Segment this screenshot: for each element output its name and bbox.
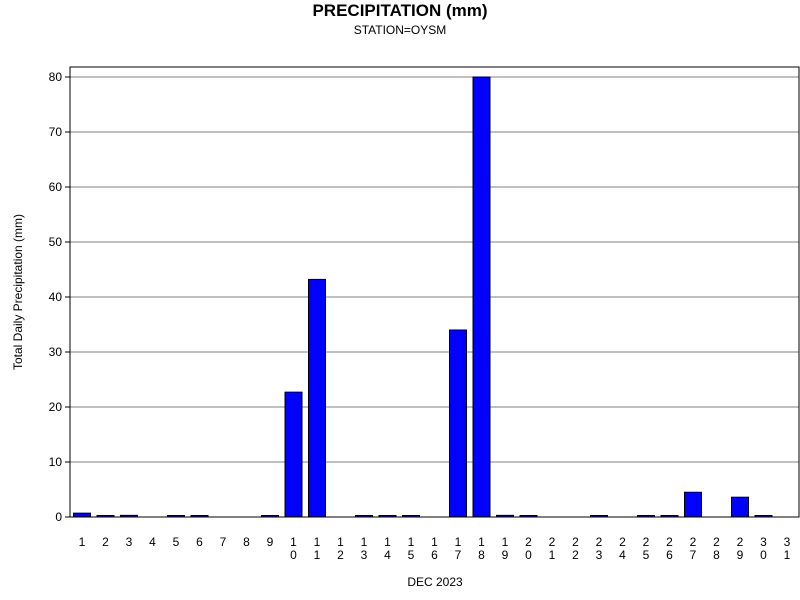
x-tick-label: 0 xyxy=(525,548,532,562)
y-tick-label: 20 xyxy=(49,400,63,414)
y-axis-label: Total Daily Precipitation (mm) xyxy=(11,214,25,370)
x-tick-label: 7 xyxy=(220,535,227,549)
x-tick-label: 1 xyxy=(337,535,344,549)
x-axis: 1 2 3 4 5 6 7 8 9 1011121314151617181920212223242… xyxy=(79,535,791,562)
y-tick-label: 0 xyxy=(55,510,62,524)
x-tick-label: 6 xyxy=(666,548,673,562)
x-tick-label: 1 xyxy=(361,535,368,549)
x-tick-label: 1 xyxy=(384,535,391,549)
x-tick-label: 0 xyxy=(290,548,297,562)
bar xyxy=(731,496,749,518)
bar xyxy=(73,512,91,518)
x-tick-label: 1 xyxy=(478,535,485,549)
x-tick-label: 9 xyxy=(502,548,509,562)
plot-frame xyxy=(69,66,800,518)
x-tick-label: 1 xyxy=(314,548,321,562)
x-tick-label: 2 xyxy=(337,548,344,562)
bar xyxy=(472,76,491,518)
x-tick-label: 8 xyxy=(478,548,485,562)
y-tick-label: 60 xyxy=(49,180,63,194)
bar xyxy=(449,329,467,518)
y-tick-label: 80 xyxy=(49,70,63,84)
bar xyxy=(308,278,326,518)
x-tick-label: 9 xyxy=(737,548,744,562)
x-tick-label: 1 xyxy=(408,535,415,549)
y-tick-label: 50 xyxy=(49,235,63,249)
x-axis-label: DEC 2023 xyxy=(407,575,463,589)
x-tick-label: 1 xyxy=(549,548,556,562)
x-tick-label: 2 xyxy=(737,535,744,549)
y-tick-label: 40 xyxy=(49,290,63,304)
y-tick-label: 70 xyxy=(49,125,63,139)
x-tick-label: 1 xyxy=(502,535,509,549)
x-tick-label: 4 xyxy=(384,548,391,562)
x-tick-label: 7 xyxy=(690,548,697,562)
x-tick-label: 1 xyxy=(431,535,438,549)
y-tick-label: 10 xyxy=(49,455,63,469)
x-tick-label: 2 xyxy=(549,535,556,549)
x-tick-label: 2 xyxy=(690,535,697,549)
chart-subtitle: STATION=OYSM xyxy=(353,23,447,37)
y-tick-label: 30 xyxy=(49,345,63,359)
x-tick-label: 8 xyxy=(713,548,720,562)
x-tick-label: 3 xyxy=(126,535,133,549)
x-tick-label: 2 xyxy=(102,535,109,549)
x-tick-label: 8 xyxy=(243,535,250,549)
x-tick-label: 6 xyxy=(431,548,438,562)
x-tick-label: 1 xyxy=(79,535,86,549)
x-tick-label: 3 xyxy=(596,548,603,562)
x-tick-label: 4 xyxy=(619,548,626,562)
x-tick-label: 2 xyxy=(666,535,673,549)
x-tick-label: 2 xyxy=(713,535,720,549)
bar xyxy=(284,391,303,518)
x-tick-label: 6 xyxy=(196,535,203,549)
x-tick-label: 5 xyxy=(643,548,650,562)
x-tick-label: 3 xyxy=(361,548,368,562)
x-tick-label: 1 xyxy=(314,535,321,549)
x-tick-label: 1 xyxy=(784,548,791,562)
x-tick-label: 4 xyxy=(149,535,156,549)
x-tick-label: 2 xyxy=(596,535,603,549)
x-tick-label: 1 xyxy=(455,535,462,549)
bar xyxy=(684,491,702,518)
y-axis: 0 10 20 30 40 50 60 70 80 xyxy=(49,70,70,524)
x-tick-label: 5 xyxy=(173,535,180,549)
gridlines xyxy=(70,76,799,463)
chart-title: PRECIPITATION (mm) xyxy=(312,1,488,20)
x-tick-label: 9 xyxy=(267,535,274,549)
x-tick-label: 2 xyxy=(572,548,579,562)
x-tick-label: 3 xyxy=(760,535,767,549)
x-tick-label: 1 xyxy=(290,535,297,549)
x-tick-label: 7 xyxy=(455,548,462,562)
x-tick-label: 2 xyxy=(619,535,626,549)
x-tick-label: 5 xyxy=(408,548,415,562)
x-tick-label: 2 xyxy=(525,535,532,549)
x-tick-label: 2 xyxy=(572,535,579,549)
x-tick-label: 3 xyxy=(784,535,791,549)
x-tick-label: 2 xyxy=(643,535,650,549)
bars xyxy=(73,76,773,518)
x-tick-label: 0 xyxy=(760,548,767,562)
